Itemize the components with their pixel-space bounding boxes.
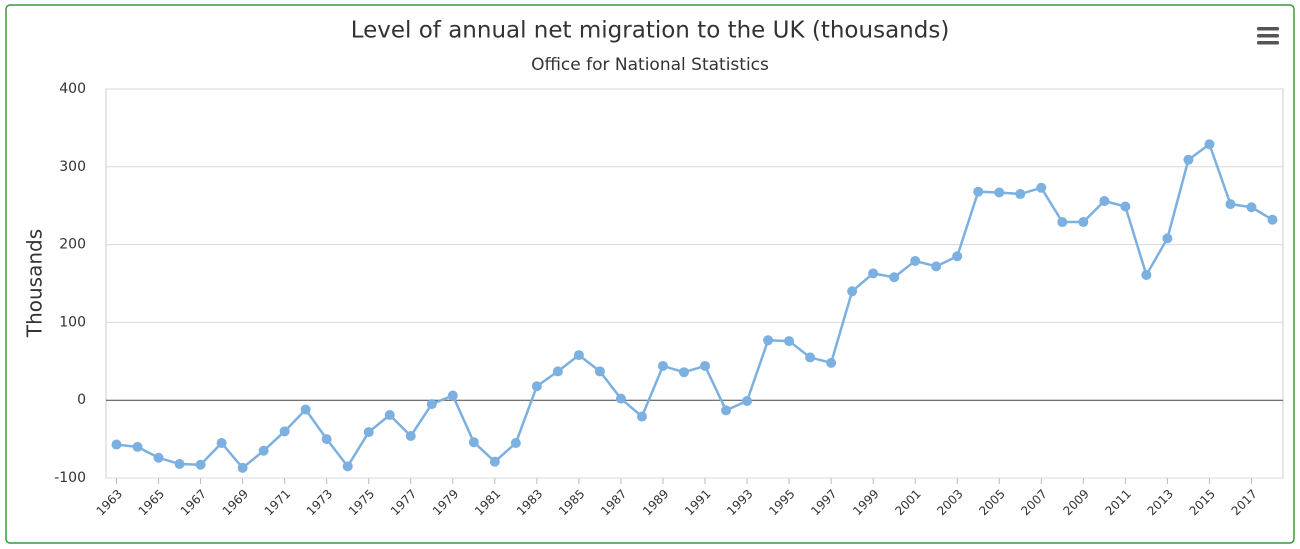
point — [363, 427, 374, 438]
point — [931, 261, 942, 272]
point — [447, 390, 458, 401]
point — [216, 437, 227, 448]
point — [1246, 202, 1257, 213]
point — [510, 437, 521, 448]
point — [763, 335, 774, 346]
point — [657, 360, 668, 371]
point — [237, 462, 248, 473]
point — [552, 366, 563, 377]
point — [279, 426, 290, 437]
point — [1057, 217, 1068, 228]
y-tick-label: 300 — [59, 159, 86, 175]
y-tick-label: 100 — [59, 314, 86, 330]
point — [952, 251, 963, 262]
point — [426, 399, 437, 410]
point — [805, 352, 816, 363]
point — [742, 395, 753, 406]
point — [721, 405, 732, 416]
point — [1162, 233, 1173, 244]
point — [615, 393, 626, 404]
point — [1141, 269, 1152, 280]
point — [573, 350, 584, 361]
point — [868, 268, 879, 279]
point — [1120, 201, 1131, 212]
point — [1078, 217, 1089, 228]
y-tick-label: -100 — [54, 470, 86, 486]
point — [973, 186, 984, 197]
point — [342, 461, 353, 472]
point — [384, 409, 395, 420]
y-axis-label: Thousands — [23, 229, 47, 338]
point — [1036, 182, 1047, 193]
point — [784, 336, 795, 347]
point — [1267, 214, 1278, 225]
point — [678, 367, 689, 378]
point — [889, 272, 900, 283]
point — [994, 187, 1005, 198]
point — [300, 404, 311, 415]
point — [826, 357, 837, 368]
point — [910, 255, 921, 266]
point — [847, 286, 858, 297]
point — [111, 439, 122, 450]
y-tick-label: 400 — [59, 81, 86, 97]
point — [1225, 199, 1236, 210]
point — [1099, 196, 1110, 207]
point — [594, 366, 605, 377]
point — [405, 430, 416, 441]
menu-bar — [1257, 41, 1279, 45]
point — [1183, 154, 1194, 165]
menu-button[interactable] — [1257, 27, 1279, 45]
point — [153, 452, 164, 463]
point — [195, 459, 206, 470]
point — [636, 411, 647, 422]
point — [132, 441, 143, 452]
chart-title: Level of annual net migration to the UK … — [351, 18, 950, 44]
frame — [5, 4, 1295, 544]
menu-bar — [1257, 34, 1279, 38]
y-tick-label: 200 — [59, 237, 86, 253]
y-tick-label: 0 — [77, 392, 86, 408]
chart-subtitle: Office for National Statistics — [531, 55, 769, 75]
point — [321, 434, 332, 445]
point — [174, 458, 185, 469]
point — [700, 360, 711, 371]
point — [468, 437, 479, 448]
point — [531, 381, 542, 392]
point — [258, 445, 269, 456]
point — [1204, 139, 1215, 150]
menu-bar — [1257, 27, 1279, 31]
point — [1015, 189, 1026, 200]
point — [489, 456, 500, 467]
